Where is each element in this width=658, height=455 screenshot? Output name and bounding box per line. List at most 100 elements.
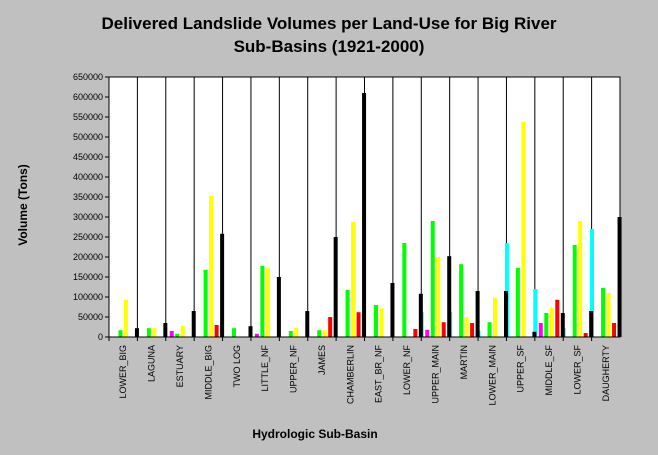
x-tick-label: EAST_BR_NF xyxy=(374,345,384,404)
y-tick-label: 250000 xyxy=(73,232,103,242)
bar xyxy=(379,308,384,337)
x-tick-label: MIDDLE_SF xyxy=(544,345,554,396)
x-tick-label: UPPER_MAIN xyxy=(430,345,440,404)
x-tick-label: LOWER_MAIN xyxy=(487,345,497,406)
bar xyxy=(578,221,583,337)
bar xyxy=(470,323,475,337)
bar xyxy=(555,299,560,337)
y-tick-label: 150000 xyxy=(73,272,103,282)
bar xyxy=(447,256,452,337)
bar xyxy=(356,312,361,337)
bar xyxy=(175,333,180,337)
bar xyxy=(436,257,441,337)
bar xyxy=(590,229,595,337)
bar xyxy=(305,311,310,337)
y-tick-label: 350000 xyxy=(73,192,103,202)
bar xyxy=(317,330,322,337)
bar xyxy=(583,333,588,337)
bar xyxy=(533,289,538,337)
y-tick-label: 100000 xyxy=(73,292,103,302)
bar xyxy=(430,221,435,337)
x-tick-label: ESTUARY xyxy=(175,345,185,387)
bar xyxy=(276,277,281,337)
bar xyxy=(544,313,549,337)
bar xyxy=(146,328,151,337)
y-tick-label: 200000 xyxy=(73,252,103,262)
y-tick-label: 600000 xyxy=(73,92,103,102)
chart-title-line1: Delivered Landslide Volumes per Land-Use… xyxy=(101,14,557,33)
bar xyxy=(390,283,395,337)
bar xyxy=(425,329,430,337)
bar xyxy=(521,121,526,337)
bar xyxy=(612,323,617,337)
bar xyxy=(504,291,508,337)
bar xyxy=(123,299,128,337)
bar xyxy=(549,308,554,337)
x-tick-label: UPPER_SF xyxy=(516,344,526,392)
bar xyxy=(413,329,418,337)
bar xyxy=(418,293,423,337)
bar xyxy=(459,264,464,337)
bar xyxy=(209,195,214,337)
x-tick-label: UPPER_NF xyxy=(289,345,299,394)
bar xyxy=(294,327,299,337)
bar xyxy=(402,243,407,337)
bar xyxy=(333,237,338,337)
bar xyxy=(118,330,123,337)
bar xyxy=(220,233,225,337)
bar xyxy=(493,297,497,337)
bar xyxy=(475,291,480,337)
bar xyxy=(191,311,196,337)
y-tick-label: 550000 xyxy=(73,112,103,122)
y-tick-label: 500000 xyxy=(73,132,103,142)
bar xyxy=(362,93,367,337)
bar xyxy=(487,322,492,337)
y-tick-label: 650000 xyxy=(73,72,103,82)
y-tick-label: 450000 xyxy=(73,152,103,162)
bar xyxy=(606,293,611,337)
x-tick-label: MARTIN xyxy=(459,345,469,379)
y-tick-label: 300000 xyxy=(73,212,103,222)
x-tick-label: CHAMBERLIN xyxy=(345,345,355,404)
bar xyxy=(572,245,577,337)
chart-title-line2: Sub-Basins (1921-2000) xyxy=(233,37,425,56)
bar xyxy=(180,325,185,337)
bar xyxy=(152,328,157,337)
x-tick-label: LOWER_SF xyxy=(572,345,582,395)
bar xyxy=(589,311,594,337)
y-tick-label: 0 xyxy=(98,332,103,342)
bar xyxy=(560,313,565,337)
x-tick-label: LOWER_NF xyxy=(402,345,412,396)
x-tick-label: LITTLE_NF xyxy=(260,345,270,392)
y-tick-label: 400000 xyxy=(73,172,103,182)
bar xyxy=(232,328,236,337)
bar xyxy=(203,269,208,337)
bar xyxy=(441,322,446,337)
bar xyxy=(265,268,270,337)
x-tick-label: DAUGHERTY xyxy=(601,345,611,401)
x-tick-label: LOWER_BIG xyxy=(118,345,128,399)
bar xyxy=(169,331,174,337)
bar xyxy=(214,325,219,337)
bar xyxy=(532,331,537,337)
x-axis-label: Hydrologic Sub-Basin xyxy=(252,427,378,441)
bar xyxy=(345,289,350,337)
bar xyxy=(248,326,253,337)
bar xyxy=(288,331,293,337)
x-tick-label: MIDDLE_BIG xyxy=(203,345,213,400)
bar xyxy=(163,323,168,337)
y-tick-label: 50000 xyxy=(78,312,103,322)
bar xyxy=(322,330,327,337)
bar xyxy=(515,267,520,337)
x-tick-label: LAGUNA xyxy=(147,345,157,382)
bar xyxy=(254,333,259,337)
x-tick-label: JAMES xyxy=(317,345,327,375)
bar xyxy=(351,221,356,337)
bar xyxy=(373,305,378,337)
bar xyxy=(260,265,265,337)
bar xyxy=(601,287,606,337)
x-tick-label: TWO LOG xyxy=(232,345,242,388)
bar xyxy=(504,243,509,337)
